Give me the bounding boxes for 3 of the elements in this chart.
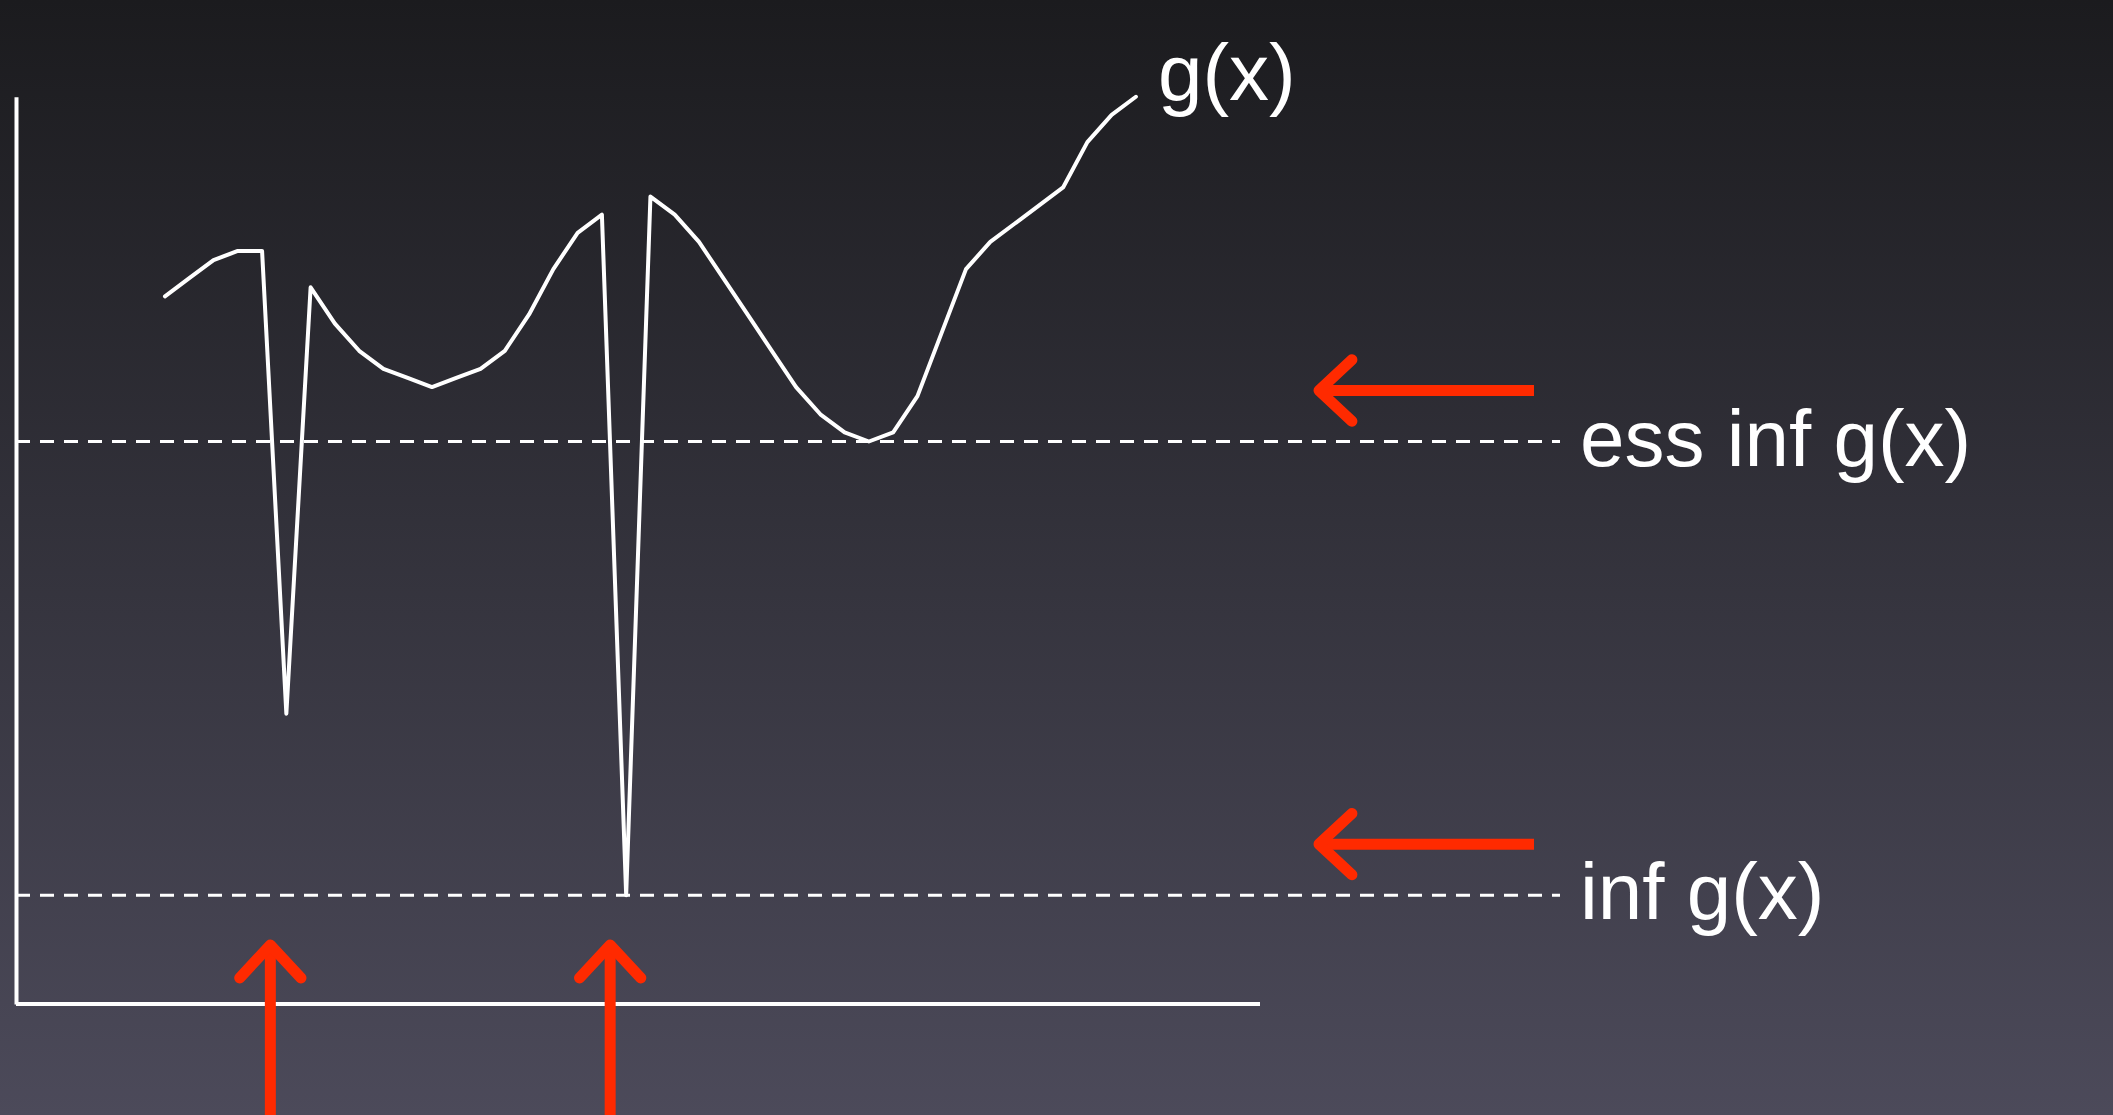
ref-line-label: ess inf g(x): [1580, 393, 1972, 483]
ref-line-label: inf g(x): [1580, 847, 1825, 937]
series-label: g(x): [1157, 27, 1296, 117]
